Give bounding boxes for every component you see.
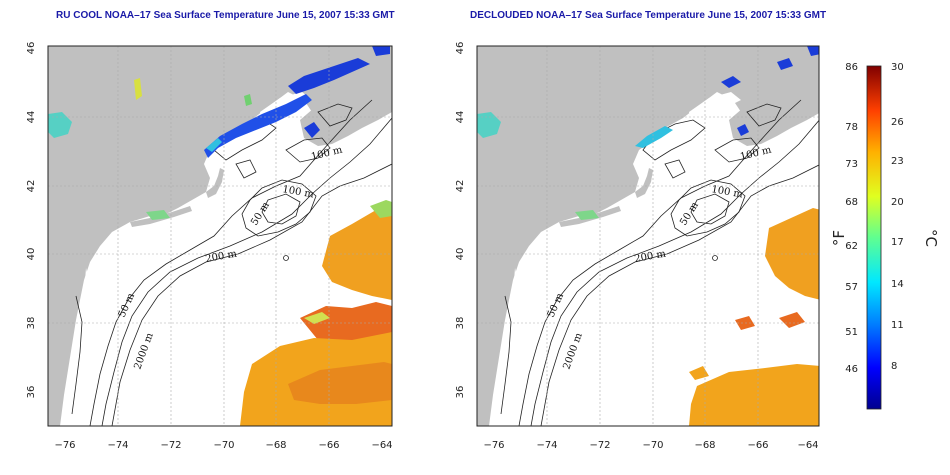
left-map-frame xyxy=(47,45,393,427)
colorbar-c-tick-26: 26 xyxy=(891,117,904,128)
left-lon-tick-64: −64 xyxy=(371,440,392,451)
right-lon-tick-70: −70 xyxy=(642,440,663,451)
colorbar-f-tick-86: 86 xyxy=(845,62,858,73)
right-gridlines xyxy=(477,46,819,426)
left-lon-ticks: −76 −74 −72 −70 −68 −66 −64 xyxy=(54,440,392,451)
colorbar-f-tick-73: 73 xyxy=(845,159,858,170)
left-lon-tick-70: −70 xyxy=(213,440,234,451)
colorbar-c-tick-23: 23 xyxy=(891,156,904,167)
right-map-panel: 100 m 100 m 50 m 200 m 50 m 2000 m −76 −… xyxy=(455,42,820,451)
colorbar-c-tick-8: 8 xyxy=(891,361,897,372)
right-lat-tick-44: 44 xyxy=(455,111,466,124)
left-lat-ticks: 36 38 40 42 44 46 xyxy=(26,42,37,399)
left-lon-tick-68: −68 xyxy=(265,440,286,451)
right-lat-ticks: 36 38 40 42 44 46 xyxy=(455,42,466,399)
colorbar-f-tick-51: 51 xyxy=(845,327,858,338)
left-lat-tick-38: 38 xyxy=(26,317,37,330)
colorbar-unit-celsius: °C xyxy=(922,229,940,247)
left-lat-tick-42: 42 xyxy=(26,180,37,193)
left-lon-tick-74: −74 xyxy=(107,440,128,451)
right-map-frame xyxy=(476,45,820,427)
left-gridlines xyxy=(48,46,392,426)
colorbar-f-tick-57: 57 xyxy=(845,282,858,293)
right-offshore-sst xyxy=(477,112,819,426)
right-lat-tick-42: 42 xyxy=(455,180,466,193)
left-lat-tick-40: 40 xyxy=(26,248,37,261)
colorbar-c-tick-20: 20 xyxy=(891,197,904,208)
colorbar-celsius-ticks: 30 26 23 20 17 14 11 8 xyxy=(891,62,904,372)
right-lon-tick-74: −74 xyxy=(536,440,557,451)
colorbar-unit-fahrenheit: °F xyxy=(830,230,848,246)
colorbar: 86 78 73 68 62 57 51 46 30 26 23 20 17 1… xyxy=(830,62,940,410)
left-lon-tick-66: −66 xyxy=(318,440,339,451)
right-lon-tick-76: −76 xyxy=(483,440,504,451)
right-lon-tick-66: −66 xyxy=(747,440,768,451)
right-map-title: DECLOUDED NOAA–17 Sea Surface Temperatur… xyxy=(470,10,827,21)
right-lon-tick-68: −68 xyxy=(694,440,715,451)
right-lat-tick-40: 40 xyxy=(455,248,466,261)
left-map-title: RU COOL NOAA–17 Sea Surface Temperature … xyxy=(56,10,395,21)
colorbar-fahrenheit-ticks: 86 78 73 68 62 57 51 46 xyxy=(845,62,858,375)
right-lon-tick-72: −72 xyxy=(589,440,610,451)
colorbar-c-tick-11: 11 xyxy=(891,320,904,331)
colorbar-f-tick-46: 46 xyxy=(845,364,858,375)
left-lat-tick-46: 46 xyxy=(26,42,37,55)
right-lat-tick-36: 36 xyxy=(455,386,466,399)
right-lat-tick-38: 38 xyxy=(455,317,466,330)
colorbar-c-tick-17: 17 xyxy=(891,237,904,248)
colorbar-f-tick-62: 62 xyxy=(845,241,858,252)
colorbar-f-tick-68: 68 xyxy=(845,197,858,208)
left-map-panel: 100 m 100 m 50 m 200 m 50 m 2000 m −76 −… xyxy=(26,42,393,451)
left-lon-tick-72: −72 xyxy=(160,440,181,451)
colorbar-gradient xyxy=(866,65,882,410)
right-lat-tick-46: 46 xyxy=(455,42,466,55)
left-lat-tick-36: 36 xyxy=(26,386,37,399)
colorbar-c-tick-14: 14 xyxy=(891,279,904,290)
colorbar-c-tick-30: 30 xyxy=(891,62,904,73)
right-lon-ticks: −76 −74 −72 −70 −68 −66 −64 xyxy=(483,440,818,451)
right-coastal-sst xyxy=(635,46,819,148)
left-lon-tick-76: −76 xyxy=(54,440,75,451)
colorbar-f-tick-78: 78 xyxy=(845,122,858,133)
left-lat-tick-44: 44 xyxy=(26,111,37,124)
right-lon-tick-64: −64 xyxy=(797,440,818,451)
